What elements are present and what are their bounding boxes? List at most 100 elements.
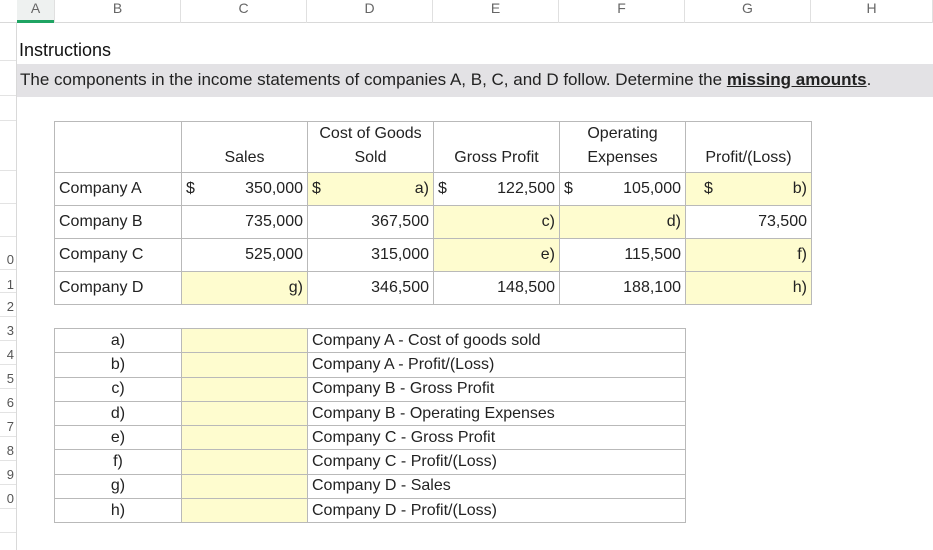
instructions-text-suffix: . [866,70,872,89]
answer-row: a) Company A - Cost of goods sold [54,327,686,354]
header-opex-line1: Operating [587,125,658,142]
column-header-c[interactable]: C [181,0,307,23]
column-header-d[interactable]: D [307,0,433,23]
opex-cell[interactable]: 115,500 [559,238,686,272]
company-name-cell[interactable]: Company C [54,238,182,272]
header-cogs-line2: Sold [354,149,387,166]
gross-profit-cell[interactable]: $122,500 [433,172,560,206]
column-header-h[interactable]: H [811,0,933,23]
table-row: Company B 735,000 367,500 c) d) 73,500 [54,205,812,239]
income-statement-table: Sales Cost of Goods Sold Gross Profit Ope… [54,121,812,305]
row-header[interactable]: 3 [0,317,16,341]
column-header-g[interactable]: G [685,0,811,23]
cogs-cell[interactable]: 367,500 [307,205,434,239]
answer-row: f) Company C - Profit/(Loss) [54,449,686,475]
column-header-a[interactable]: A [17,0,55,23]
answer-label: a) [54,327,182,354]
profit-loss-input-cell[interactable]: $ b) [685,172,812,206]
row-header[interactable] [0,509,16,533]
answer-input-g[interactable] [181,473,308,500]
currency-symbol: $ [704,180,713,197]
answer-label: g) [54,473,182,500]
gross-profit-cell[interactable]: 148,500 [433,271,560,305]
row-header[interactable]: 8 [0,437,16,461]
answer-description: Company A - Cost of goods sold [307,327,686,354]
row-header[interactable]: 0 [0,485,16,509]
company-name-cell[interactable]: Company D [54,271,182,305]
row-header[interactable]: 0 [0,237,16,270]
answer-row: b) Company A - Profit/(Loss) [54,352,686,378]
opex-cell[interactable]: $105,000 [559,172,686,206]
header-profit-loss[interactable]: Profit/(Loss) [685,121,812,173]
table-row: Company C 525,000 315,000 e) 115,500 f) [54,238,812,272]
row-header[interactable]: 7 [0,413,16,437]
answer-input-h[interactable] [181,498,308,524]
row-header[interactable]: 6 [0,389,16,413]
header-sales[interactable]: Sales [181,121,308,173]
gross-profit-input-cell[interactable]: e) [433,238,560,272]
sales-value: 350,000 [245,180,303,197]
answer-description: Company A - Profit/(Loss) [307,352,686,378]
answer-input-e[interactable] [181,425,308,451]
row-header[interactable]: 2 [0,293,16,317]
answer-row: h) Company D - Profit/(Loss) [54,498,686,524]
company-name-cell[interactable]: Company B [54,205,182,239]
instructions-band[interactable] [17,64,933,97]
answer-input-d[interactable] [181,400,308,427]
header-cogs[interactable]: Cost of Goods Sold [307,121,434,173]
row-header[interactable] [0,171,16,204]
sales-input-cell[interactable]: g) [181,271,308,305]
header-gross-profit[interactable]: Gross Profit [433,121,560,173]
cogs-cell[interactable]: 315,000 [307,238,434,272]
gross-profit-input-cell[interactable]: c) [433,205,560,239]
row-header[interactable]: 5 [0,365,16,389]
column-header-bar: A B C D E F G H [0,0,933,23]
answer-label: e) [54,425,182,451]
profit-loss-cell[interactable]: 73,500 [685,205,812,239]
row-header[interactable] [0,61,16,96]
row-header-bar: 0 1 2 3 4 5 6 7 8 9 0 [0,23,17,550]
sales-cell[interactable]: 735,000 [181,205,308,239]
instructions-text-prefix: The components in the income statements … [20,70,727,89]
answer-label: f) [54,449,182,475]
cogs-input-cell[interactable]: $ a) [307,172,434,206]
header-opex[interactable]: Operating Expenses [559,121,686,173]
cogs-value: a) [414,180,429,197]
row-header[interactable]: 1 [0,270,16,293]
row-header[interactable] [0,121,16,171]
header-cogs-line1: Cost of Goods [319,125,422,142]
column-header-f[interactable]: F [559,0,685,23]
answer-input-b[interactable] [181,352,308,378]
answer-input-f[interactable] [181,449,308,475]
row-header[interactable] [0,204,16,237]
currency-symbol: $ [564,180,573,197]
answer-label: b) [54,352,182,378]
answer-label: h) [54,498,182,524]
instructions-title: Instructions [19,40,112,60]
table-row: Company D g) 346,500 148,500 188,100 h) [54,271,812,305]
cogs-cell[interactable]: 346,500 [307,271,434,305]
row-header[interactable]: 4 [0,341,16,365]
answer-input-a[interactable] [181,327,308,354]
column-header-e[interactable]: E [433,0,559,23]
row-header[interactable]: 9 [0,461,16,485]
header-company[interactable] [54,121,182,173]
row-header[interactable] [0,96,16,121]
profit-loss-value: b) [792,180,807,197]
column-header-b[interactable]: B [55,0,181,23]
answer-description: Company B - Operating Expenses [307,400,686,427]
answer-row: c) Company B - Gross Profit [54,376,686,402]
answer-input-c[interactable] [181,376,308,402]
opex-cell[interactable]: 188,100 [559,271,686,305]
profit-loss-input-cell[interactable]: f) [685,238,812,272]
currency-symbol: $ [312,180,321,197]
answer-label: d) [54,400,182,427]
answers-table: a) Company A - Cost of goods sold b) Com… [54,327,686,524]
opex-input-cell[interactable]: d) [559,205,686,239]
answer-description: Company D - Profit/(Loss) [307,498,686,524]
profit-loss-input-cell[interactable]: h) [685,271,812,305]
company-name-cell[interactable]: Company A [54,172,182,206]
sales-cell[interactable]: $350,000 [181,172,308,206]
row-header[interactable] [0,37,16,61]
sales-cell[interactable]: 525,000 [181,238,308,272]
